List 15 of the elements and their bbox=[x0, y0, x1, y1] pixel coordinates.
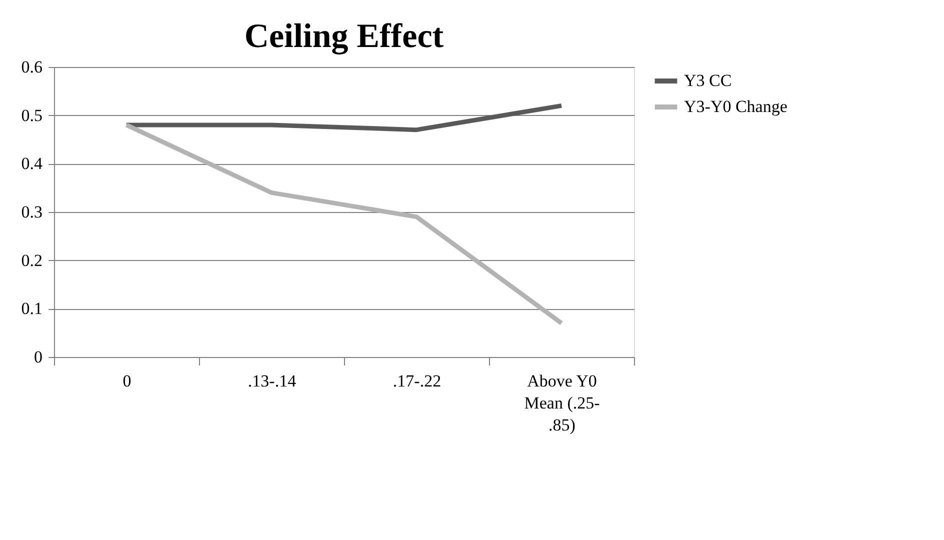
y-tick-label: 0.1 bbox=[21, 299, 42, 318]
legend-label: Y3 CC bbox=[684, 71, 732, 90]
y-tick-label: 0.2 bbox=[21, 250, 42, 270]
x-tick-label: .17-.22 bbox=[392, 372, 442, 390]
x-tick-label: Above Y0 Mean (.25-.85) bbox=[524, 372, 600, 434]
y-tick-label: 0.4 bbox=[21, 154, 43, 174]
x-tick-label: 0 bbox=[122, 372, 132, 390]
x-tick-label: .13-.14 bbox=[248, 372, 297, 390]
y-tick-label: 0.6 bbox=[21, 58, 42, 76]
legend-label: Y3-Y0 Change bbox=[684, 97, 788, 116]
y-tick-label: 0.3 bbox=[21, 202, 42, 222]
chart-title: Ceiling Effect bbox=[244, 18, 444, 55]
y-tick-label: 0.5 bbox=[21, 106, 42, 125]
y-tick-label: 0 bbox=[34, 348, 42, 366]
line-series bbox=[124, 122, 564, 326]
